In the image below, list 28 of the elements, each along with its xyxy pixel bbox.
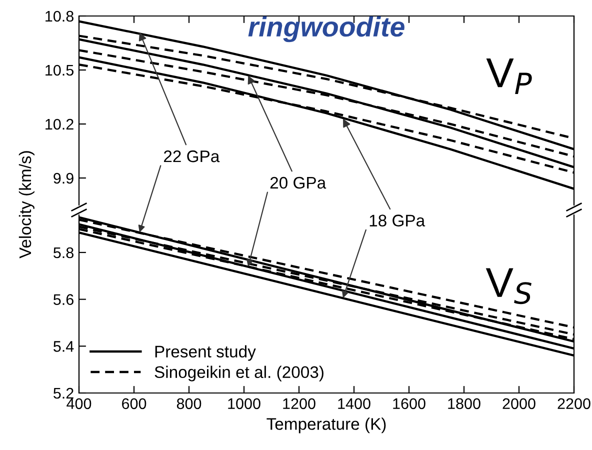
annotation: 18 GPa [370, 214, 426, 226]
x-tick-label: 1000 [228, 398, 260, 410]
x-tick-label: 1200 [283, 398, 316, 410]
y-tick-label: 5.4 [54, 341, 74, 352]
annotation: V$_{S}$ [486, 268, 532, 304]
y-tick-label: 10.5 [46, 64, 74, 76]
y-tick-label: 10.2 [46, 118, 74, 130]
chart-title: ringwoodite [248, 16, 404, 42]
y-tick-label: 5.8 [54, 247, 74, 258]
annotation: 20 GPa [270, 176, 326, 189]
legend-label: Present study [155, 345, 256, 361]
x-tick-label: 1400 [338, 398, 370, 410]
x-tick-label: 2200 [558, 398, 590, 410]
x-tick-label: 600 [122, 398, 146, 410]
x-tick-label: 1600 [393, 398, 426, 410]
y-tick-label: 10.8 [46, 10, 74, 22]
y-axis-title: Velocity (km/s) [18, 151, 34, 258]
x-tick-label: 400 [66, 398, 92, 410]
x-tick-label: 800 [176, 398, 202, 410]
x-tick-label: 1800 [448, 398, 480, 410]
legend-label: Sinogeikin et al. (2003) [154, 366, 324, 382]
annotation: 22 GPa [164, 150, 220, 162]
y-tick-label: 9.9 [54, 172, 74, 184]
y-tick-label: 5.6 [54, 294, 74, 305]
y-tick-label: 5.2 [54, 388, 74, 399]
annotation: V$_{P}$ [486, 58, 532, 94]
x-axis-title: Temperature (K) [266, 418, 386, 434]
x-tick-label: 2000 [502, 398, 536, 410]
